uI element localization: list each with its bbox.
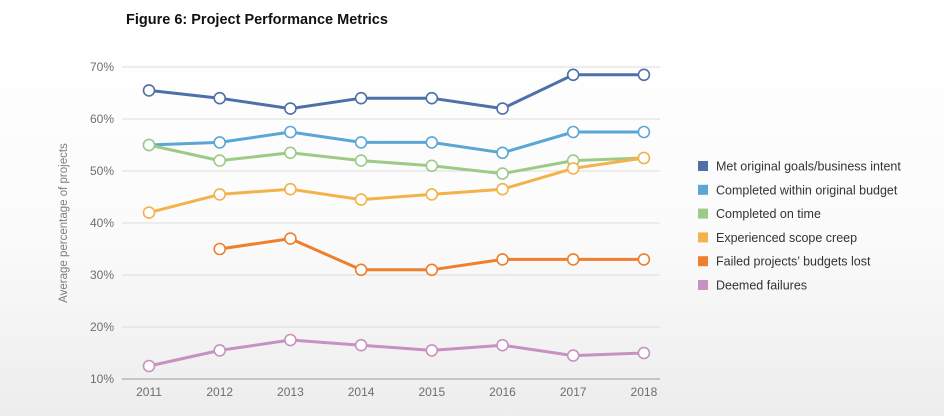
x-tick-label: 2016 xyxy=(489,385,516,399)
data-point xyxy=(425,263,439,277)
data-point xyxy=(425,91,439,105)
series-line xyxy=(148,156,645,215)
legend-label: Experienced scope creep xyxy=(716,231,857,245)
data-point xyxy=(213,91,226,105)
series-line xyxy=(148,73,644,111)
data-point xyxy=(425,344,439,357)
series-line xyxy=(148,143,644,176)
data-point xyxy=(566,349,580,362)
series-group xyxy=(142,68,651,373)
data-point xyxy=(284,125,297,139)
x-tick-label: 2012 xyxy=(206,385,233,399)
series-line xyxy=(148,338,644,368)
data-point xyxy=(425,136,439,149)
legend-swatch xyxy=(698,208,708,219)
legend: Met original goals/business intent Comple… xyxy=(698,160,901,293)
data-point xyxy=(566,68,580,82)
data-point xyxy=(284,146,297,160)
data-point xyxy=(354,263,368,277)
data-point xyxy=(213,344,226,357)
legend-item: Deemed failures xyxy=(698,279,807,293)
data-point xyxy=(354,91,368,105)
data-point xyxy=(566,253,580,266)
data-point xyxy=(637,346,651,360)
data-point xyxy=(496,182,509,196)
data-point xyxy=(496,102,509,115)
legend-swatch xyxy=(698,232,708,243)
data-point xyxy=(496,167,509,180)
data-point xyxy=(213,154,226,167)
data-point xyxy=(213,188,226,201)
series-1 xyxy=(142,125,651,160)
y-axis-label: Average percentage of projects xyxy=(58,143,70,303)
chart-title: Figure 6: Project Performance Metrics xyxy=(126,12,388,28)
legend-item: Completed within original budget xyxy=(698,183,898,197)
legend-label: Deemed failures xyxy=(716,279,807,293)
y-tick-label: 30% xyxy=(90,268,114,282)
x-tick-label: 2017 xyxy=(560,385,587,399)
data-point xyxy=(496,338,509,352)
x-tick-label: 2014 xyxy=(348,385,375,399)
data-point xyxy=(142,84,156,97)
legend-swatch xyxy=(698,184,708,195)
x-tick-label: 2011 xyxy=(136,385,162,399)
data-point xyxy=(142,206,156,219)
legend-swatch xyxy=(698,161,708,171)
y-tick-label: 70% xyxy=(90,60,114,74)
x-tick-label: 2018 xyxy=(631,385,658,399)
data-point xyxy=(354,338,368,352)
data-point xyxy=(142,138,156,152)
axes: 10% 20% 30% 40% 50% 60% 70% 2011 2012 2013 2014 201… xyxy=(58,60,660,399)
data-point xyxy=(425,188,439,201)
legend-item: Failed projects’ budgets lost xyxy=(698,255,871,269)
data-point xyxy=(566,162,580,175)
series-line xyxy=(148,130,644,155)
data-point xyxy=(284,182,297,196)
legend-item: Completed on time xyxy=(698,207,821,221)
series-0 xyxy=(142,68,651,115)
data-point xyxy=(284,102,297,115)
data-point xyxy=(496,253,509,266)
data-point xyxy=(213,136,226,149)
series-4 xyxy=(213,232,651,277)
data-point xyxy=(637,151,651,165)
data-point xyxy=(637,68,651,82)
y-tick-label: 10% xyxy=(90,372,114,386)
x-tick-label: 2013 xyxy=(277,385,304,399)
legend-label: Met original goals/business intent xyxy=(716,160,901,174)
x-tick-label: 2015 xyxy=(418,385,445,399)
y-tick-label: 50% xyxy=(90,164,114,178)
data-point xyxy=(354,193,368,206)
data-point xyxy=(637,253,651,266)
legend-swatch xyxy=(698,280,708,290)
y-tick-label: 40% xyxy=(90,216,114,230)
legend-label: Completed within original budget xyxy=(716,183,898,197)
data-point xyxy=(284,232,297,245)
data-point xyxy=(496,146,509,160)
legend-swatch xyxy=(698,256,708,267)
legend-label: Failed projects’ budgets lost xyxy=(716,255,871,269)
series-3 xyxy=(142,151,651,219)
y-tick-label: 20% xyxy=(90,320,114,334)
y-tick-label: 60% xyxy=(90,112,114,126)
data-point xyxy=(354,136,368,149)
legend-item: Experienced scope creep xyxy=(698,231,857,245)
legend-item: Met original goals/business intent xyxy=(698,160,901,174)
legend-label: Completed on time xyxy=(716,207,821,221)
data-point xyxy=(425,159,439,173)
data-point xyxy=(566,125,580,139)
data-point xyxy=(213,242,226,256)
data-point xyxy=(284,333,297,347)
data-point xyxy=(637,125,651,139)
data-point xyxy=(354,154,368,167)
series-5 xyxy=(142,333,651,373)
data-point xyxy=(142,359,156,373)
